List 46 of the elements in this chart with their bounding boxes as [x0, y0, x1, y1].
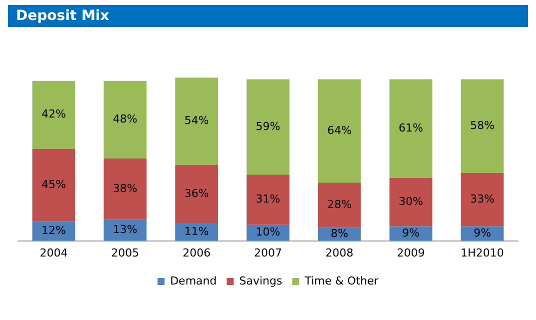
data-label: 42% — [41, 108, 66, 121]
data-label: 9% — [474, 226, 492, 240]
bar — [460, 172, 504, 226]
bar — [175, 78, 218, 165]
bar — [460, 79, 504, 173]
x-tick-label: 2005 — [111, 246, 140, 260]
bar — [32, 148, 76, 222]
x-tick-label: 2008 — [325, 246, 354, 260]
bar — [389, 178, 432, 226]
bar — [246, 174, 290, 225]
data-label: 58% — [470, 118, 495, 132]
data-label: 10% — [256, 226, 280, 239]
legend-label: Demand — [170, 274, 217, 288]
data-label: 36% — [184, 186, 209, 200]
bar — [246, 79, 290, 175]
data-label: 31% — [256, 192, 280, 206]
data-label: 9% — [402, 226, 420, 240]
legend-label: Time & Other — [304, 274, 379, 288]
data-label: 28% — [327, 198, 352, 212]
bar — [104, 80, 147, 158]
data-label: 11% — [184, 224, 209, 238]
data-label: 13% — [112, 223, 138, 236]
x-tick-label: 2007 — [254, 246, 282, 260]
data-label: 59% — [256, 120, 280, 133]
bar — [389, 79, 432, 178]
data-label: 64% — [327, 124, 352, 137]
data-label: 45% — [41, 178, 66, 191]
data-label: 30% — [398, 194, 424, 208]
bar — [32, 80, 76, 149]
chart-title: Deposit Mix — [8, 5, 528, 27]
bar — [318, 182, 361, 228]
data-label: 54% — [184, 114, 209, 128]
bar — [175, 164, 218, 224]
x-tick-label: 2009 — [396, 246, 425, 260]
legend-label: Savings — [239, 274, 282, 288]
x-tick-label: 1H2010 — [460, 246, 504, 260]
bar — [318, 79, 361, 183]
x-tick-label: 2006 — [182, 246, 211, 260]
data-label: 48% — [112, 112, 138, 126]
data-label: 38% — [112, 182, 138, 195]
data-label: 12% — [41, 224, 66, 237]
data-label: 8% — [330, 227, 348, 240]
bar — [104, 158, 147, 220]
data-label: 33% — [470, 192, 495, 206]
x-tick-label: 2004 — [40, 246, 68, 260]
data-label: 61% — [398, 121, 424, 134]
